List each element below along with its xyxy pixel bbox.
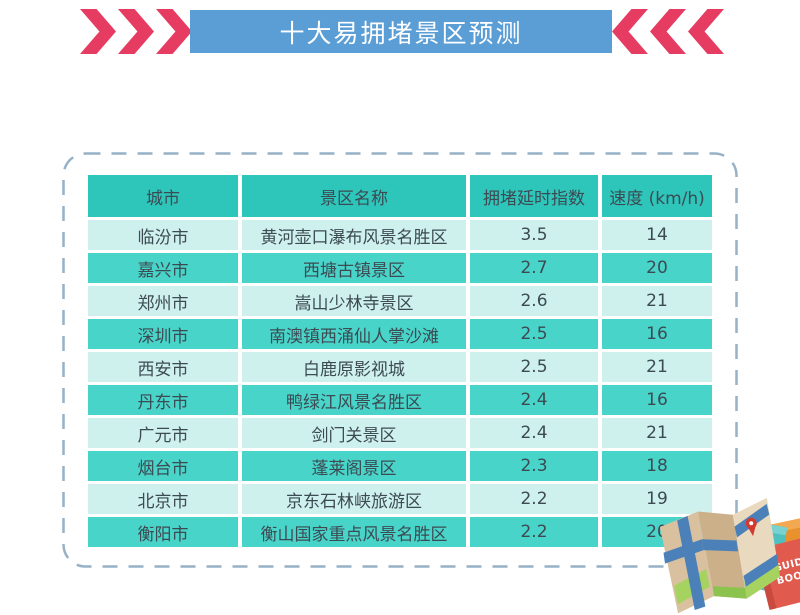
guidebook-map-illustration: GUIDE BOOK (659, 497, 800, 614)
speed-cell: 21 (602, 418, 712, 448)
chevron-right-icon (80, 9, 116, 54)
delay-index-cell: 3.5 (470, 220, 598, 250)
city-cell: 西安市 (88, 352, 238, 382)
speed-cell: 18 (602, 451, 712, 481)
city-cell: 临汾市 (88, 220, 238, 250)
city-cell: 郑州市 (88, 286, 238, 316)
banner-bar: 十大易拥堵景区预测 (190, 10, 612, 53)
speed-cell: 19 (602, 484, 712, 514)
scenic-area-cell: 白鹿原影视城 (242, 352, 466, 382)
city-cell: 广元市 (88, 418, 238, 448)
scenic-area-cell: 南澳镇西涌仙人掌沙滩 (242, 319, 466, 349)
scenic-area-cell: 剑门关景区 (242, 418, 466, 448)
speed-cell: 16 (602, 319, 712, 349)
city-cell: 丹东市 (88, 385, 238, 415)
delay-index-cell: 2.3 (470, 451, 598, 481)
chevron-right-icon (118, 9, 154, 54)
scenic-area-cell: 西塘古镇景区 (242, 253, 466, 283)
dashed-panel-border (62, 152, 738, 568)
delay-index-cell: 2.5 (470, 352, 598, 382)
scenic-area-cell: 衡山国家重点风景名胜区 (242, 517, 466, 547)
chevron-left-icon (612, 9, 648, 54)
scenic-area-cell: 黄河壶口瀑布风景名胜区 (242, 220, 466, 250)
table-row: 丹东市 鸭绿江风景名胜区 2.4 16 (88, 385, 712, 415)
header-cell-delay-index: 拥堵延时指数 (470, 175, 598, 217)
table-row: 北京市 京东石林峡旅游区 2.2 19 (88, 484, 712, 514)
speed-cell: 21 (602, 286, 712, 316)
header-cell-speed: 速度 (km/h) (602, 175, 712, 217)
header-cell-city: 城市 (88, 175, 238, 217)
speed-cell: 21 (602, 352, 712, 382)
table-row: 广元市 剑门关景区 2.4 21 (88, 418, 712, 448)
delay-index-cell: 2.7 (470, 253, 598, 283)
header-cell-scenic-area: 景区名称 (242, 175, 466, 217)
chevron-left-icon (650, 9, 686, 54)
city-cell: 嘉兴市 (88, 253, 238, 283)
chevron-left-icon (688, 9, 724, 54)
city-cell: 衡阳市 (88, 517, 238, 547)
delay-index-cell: 2.2 (470, 517, 598, 547)
page-title: 十大易拥堵景区预测 (279, 18, 523, 48)
city-cell: 深圳市 (88, 319, 238, 349)
delay-index-cell: 2.5 (470, 319, 598, 349)
table-row: 深圳市 南澳镇西涌仙人掌沙滩 2.5 16 (88, 319, 712, 349)
table-row: 衡阳市 衡山国家重点风景名胜区 2.2 20 (88, 517, 712, 547)
scenic-area-cell: 京东石林峡旅游区 (242, 484, 466, 514)
speed-cell: 14 (602, 220, 712, 250)
scenic-area-cell: 蓬莱阁景区 (242, 451, 466, 481)
table-row: 烟台市 蓬莱阁景区 2.3 18 (88, 451, 712, 481)
table-row: 郑州市 嵩山少林寺景区 2.6 21 (88, 286, 712, 316)
speed-cell: 16 (602, 385, 712, 415)
delay-index-cell: 2.4 (470, 385, 598, 415)
chevron-right-icon (156, 9, 192, 54)
table-row: 嘉兴市 西塘古镇景区 2.7 20 (88, 253, 712, 283)
table-row: 临汾市 黄河壶口瀑布风景名胜区 3.5 14 (88, 220, 712, 250)
scenic-area-cell: 嵩山少林寺景区 (242, 286, 466, 316)
congestion-table: 城市 景区名称 拥堵延时指数 速度 (km/h) 临汾市 黄河壶口瀑布风景名胜区… (88, 175, 712, 547)
location-pin-icon (745, 517, 757, 537)
scenic-area-cell: 鸭绿江风景名胜区 (242, 385, 466, 415)
speed-cell: 20 (602, 253, 712, 283)
delay-index-cell: 2.2 (470, 484, 598, 514)
map-icon (659, 497, 780, 614)
city-cell: 北京市 (88, 484, 238, 514)
delay-index-cell: 2.4 (470, 418, 598, 448)
table-row: 西安市 白鹿原影视城 2.5 21 (88, 352, 712, 382)
table-header-row: 城市 景区名称 拥堵延时指数 速度 (km/h) (88, 175, 712, 217)
city-cell: 烟台市 (88, 451, 238, 481)
delay-index-cell: 2.6 (470, 286, 598, 316)
